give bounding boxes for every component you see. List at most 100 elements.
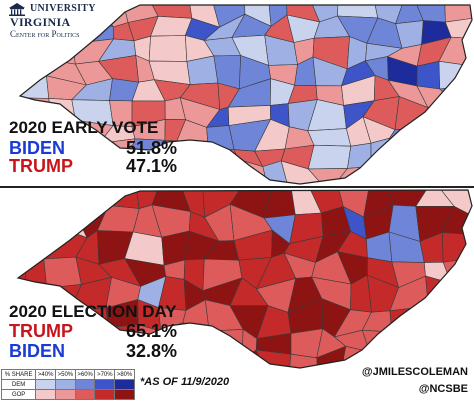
county-shape: [43, 190, 77, 214]
early-vote-counties: [20, 5, 472, 184]
rotunda-icon: [9, 3, 25, 16]
legend-dem-swatch: [94, 379, 116, 390]
county-shape: [183, 358, 206, 368]
county-shape: [335, 374, 362, 402]
county-shape: [280, 160, 324, 184]
county-shape: [18, 208, 33, 231]
county-shape: [186, 55, 219, 85]
legend-dem-swatch: [114, 379, 135, 390]
county-shape: [416, 60, 441, 90]
county-shape: [440, 167, 472, 184]
county-shape: [454, 308, 472, 335]
legend-bin: >70%: [94, 369, 116, 380]
legend-gop-swatch: [55, 389, 76, 400]
early-vote-trump-label: TRUMP: [9, 156, 73, 176]
legend-gop-swatch: [74, 389, 96, 400]
county-shape: [412, 327, 456, 363]
election-day-biden-row: BIDEN 32.8%: [9, 341, 177, 361]
legend-dem-swatch: [74, 379, 96, 390]
early-vote-county-map: [18, 4, 473, 185]
county-shape: [438, 140, 472, 170]
county-shape: [365, 164, 396, 184]
county-shape: [18, 228, 33, 266]
early-vote-trump-row: TRUMP 47.1%: [9, 156, 177, 176]
legend-gop-swatch: [114, 389, 135, 400]
county-shape: [289, 374, 323, 402]
author-handle: @JMILESCOLEMAN: [361, 366, 468, 378]
early-vote-trump-pct: 47.1%: [125, 156, 177, 176]
county-shape: [389, 158, 427, 184]
as-of-note: *AS OF 11/9/2020: [140, 376, 230, 388]
county-shape: [337, 5, 379, 19]
county-shape: [442, 257, 472, 284]
legend-header: % SHARE: [0, 369, 37, 380]
legend-dem-swatch: [55, 379, 76, 390]
legend-gop-row: GOP: [0, 389, 135, 400]
county-shape: [148, 35, 188, 62]
county-shape: [389, 128, 425, 139]
logo-line-2: VIRGINIA: [10, 15, 71, 29]
county-shape: [307, 128, 352, 147]
county-shape: [443, 101, 472, 122]
county-shape: [182, 322, 210, 361]
logo-line-1: UNIVERSITY: [30, 3, 96, 14]
election-day-trump-row: TRUMP 65.1%: [9, 321, 177, 341]
county-shape: [42, 204, 88, 239]
legend-bin: >40%: [35, 369, 57, 380]
early-vote-state-outline: [18, 4, 473, 185]
county-shape: [18, 204, 61, 229]
election-day-biden-label: BIDEN: [9, 341, 66, 361]
county-shape: [413, 138, 444, 169]
county-shape: [18, 190, 32, 216]
county-shape: [18, 264, 27, 289]
county-shape: [43, 256, 82, 289]
election-day-state-outline: [16, 189, 473, 369]
county-shape: [288, 353, 319, 368]
election-day-biden-pct: 32.8%: [125, 341, 177, 361]
election-day-title: 2020 ELECTION DAY: [9, 302, 177, 321]
legend-bin: >60%: [74, 369, 96, 380]
county-shape: [440, 322, 472, 363]
county-shape: [395, 5, 424, 25]
county-shape: [318, 374, 341, 402]
vote-share-legend: % SHARE >40% >50% >60% >70% >80% DEM GOP: [0, 369, 135, 400]
county-shape: [74, 190, 109, 214]
legend-gop-swatch: [94, 389, 116, 400]
county-shape: [389, 137, 425, 165]
county-shape: [18, 190, 50, 216]
county-shape: [421, 120, 445, 142]
panel-divider: [0, 186, 474, 188]
legend-header-row: % SHARE >40% >50% >60% >70% >80%: [0, 369, 135, 380]
county-shape: [347, 142, 372, 169]
legend-dem-row: DEM: [0, 379, 135, 390]
legend-gop-label: GOP: [0, 389, 37, 400]
legend-dem-swatch: [35, 379, 57, 390]
early-vote-biden-pct: 51.8%: [125, 138, 177, 158]
county-shape: [175, 158, 218, 184]
early-vote-biden-label: BIDEN: [9, 138, 66, 158]
county-shape: [201, 158, 242, 184]
county-shape: [307, 144, 352, 170]
early-vote-title: 2020 EARLY VOTE: [9, 118, 159, 137]
county-shape: [20, 85, 24, 105]
county-shape: [361, 377, 389, 402]
election-day-trump-pct: 65.1%: [125, 321, 177, 341]
county-shape: [150, 15, 193, 37]
county-shape: [413, 158, 444, 184]
county-shape: [96, 205, 140, 233]
logo-line-3: Center for Politics: [10, 29, 80, 39]
early-vote-biden-row: BIDEN 51.8%: [9, 138, 177, 158]
county-shape: [204, 328, 244, 361]
county-shape: [307, 168, 349, 184]
county-shape: [438, 117, 472, 148]
legend-bin: >50%: [55, 369, 76, 380]
county-shape: [450, 275, 472, 313]
uva-center-for-politics-logo: UNIVERSITY VIRGINIA Center for Politics: [2, 2, 96, 50]
legend-bin: >80%: [114, 369, 135, 380]
election-day-trump-label: TRUMP: [9, 321, 73, 341]
county-shape: [20, 75, 50, 99]
county-shape: [439, 190, 472, 218]
election-day-county-map: [16, 189, 473, 402]
county-shape: [20, 60, 33, 87]
legend-gop-swatch: [35, 389, 57, 400]
